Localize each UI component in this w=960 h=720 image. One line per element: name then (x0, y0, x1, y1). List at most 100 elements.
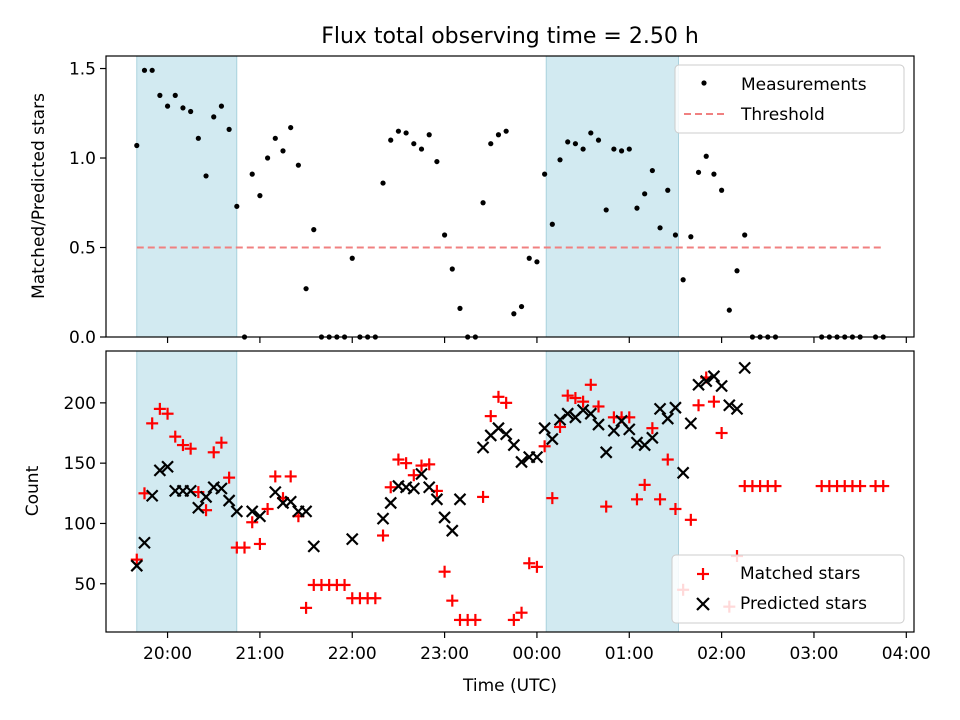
matched-point (646, 422, 659, 435)
matched-point (223, 471, 236, 484)
measurement-point (542, 171, 548, 177)
measurement-point (134, 142, 140, 149)
measurement-point (257, 193, 263, 199)
x-tick-label: 20:00 (143, 644, 192, 664)
matched-point (300, 601, 313, 614)
x-tick-label: 00:00 (512, 644, 561, 664)
measurement-point (141, 67, 148, 73)
matched-point (438, 565, 451, 578)
matched-point (500, 396, 513, 409)
predicted-point (507, 438, 521, 452)
predicted-point (561, 407, 574, 420)
x-tick-label: 21:00 (235, 644, 284, 664)
predicted-point (138, 536, 151, 550)
matched-point (446, 594, 459, 607)
y-tick-label: 1.0 (69, 149, 96, 169)
measurement-point (188, 108, 194, 115)
y-tick-label: 50 (74, 575, 96, 595)
predicted-point (684, 417, 698, 430)
measurement-point (280, 148, 286, 154)
bottom-y-axis-label: Count (23, 465, 43, 516)
measurement-point (434, 158, 440, 165)
measurement-point (172, 92, 178, 98)
measurement-point (726, 307, 732, 313)
predicted-point (730, 402, 744, 416)
y-tick-label: 200 (64, 394, 96, 414)
predicted-point (245, 505, 259, 518)
matched-point (854, 480, 867, 493)
predicted-point (422, 481, 436, 494)
predicted-point (453, 493, 467, 506)
predicted-point (192, 501, 205, 515)
measurement-point (518, 303, 525, 310)
measurement-point (311, 227, 317, 233)
measurement-point (249, 171, 255, 177)
predicted-point (415, 467, 428, 481)
measurement-point (695, 169, 702, 175)
measurement-point (634, 205, 640, 211)
predicted-point (546, 432, 559, 446)
top-y-axis: 0.0 0.5 1.0 1.5 (69, 60, 106, 348)
matched-point (877, 480, 890, 493)
y-tick-label: 0.0 (69, 328, 96, 348)
top-legend: Measurements Threshold (674, 64, 905, 134)
matched-point (269, 470, 282, 483)
measurement-point (603, 207, 609, 213)
matched-point (630, 493, 643, 506)
measurement-point (449, 266, 455, 272)
predicted-point (669, 401, 682, 414)
predicted-point (676, 466, 690, 480)
measurement-point (672, 232, 679, 238)
y-tick-label: 150 (64, 454, 96, 474)
legend-predicted-marker (696, 597, 710, 611)
x-tick-label: 22:00 (328, 644, 377, 664)
measurement-point (157, 92, 163, 98)
measurement-point (680, 277, 686, 283)
top-measurement-points (134, 67, 886, 340)
top-y-axis-label: Matched/Predicted stars (29, 93, 49, 299)
measurement-point (426, 132, 432, 138)
measurement-point (488, 141, 494, 147)
matched-point (707, 395, 720, 408)
measurement-point (411, 141, 417, 147)
measurement-point (380, 180, 386, 186)
predicted-point (707, 370, 721, 383)
predicted-point (492, 421, 505, 435)
predicted-point (253, 509, 267, 523)
predicted-point (607, 424, 621, 437)
measurement-point (626, 146, 632, 152)
figure-title: Flux total observing time = 2.50 h (321, 24, 699, 49)
shaded-region-1 (545, 55, 679, 338)
matched-point (507, 613, 520, 626)
predicted-point (230, 505, 244, 518)
matched-point (377, 529, 390, 542)
matched-point (515, 606, 528, 619)
shaded-region-0 (136, 55, 238, 338)
matched-point (130, 553, 143, 566)
matched-point (546, 492, 559, 505)
matched-point (169, 430, 182, 443)
matched-point (161, 407, 174, 420)
predicted-point (184, 484, 197, 498)
measurement-point (588, 130, 594, 136)
predicted-point (653, 402, 667, 416)
measurement-point (611, 146, 617, 152)
predicted-point (299, 505, 313, 518)
x-tick-label: 23:00 (420, 644, 469, 664)
matched-point (523, 557, 536, 570)
predicted-point (199, 490, 213, 504)
legend-matched-marker (697, 568, 709, 580)
matched-point (654, 493, 667, 506)
bottom-x-axis-label: Time (UTC) (462, 676, 557, 696)
y-tick-label: 100 (64, 514, 96, 534)
measurement-point (388, 137, 394, 143)
matched-point (669, 502, 682, 515)
measurement-point (403, 130, 409, 136)
matched-point (492, 390, 505, 403)
measurement-point (595, 137, 602, 143)
predicted-point (215, 482, 228, 495)
matched-point (530, 560, 543, 573)
legend-measurements-marker (701, 80, 707, 86)
measurement-point (580, 146, 586, 152)
